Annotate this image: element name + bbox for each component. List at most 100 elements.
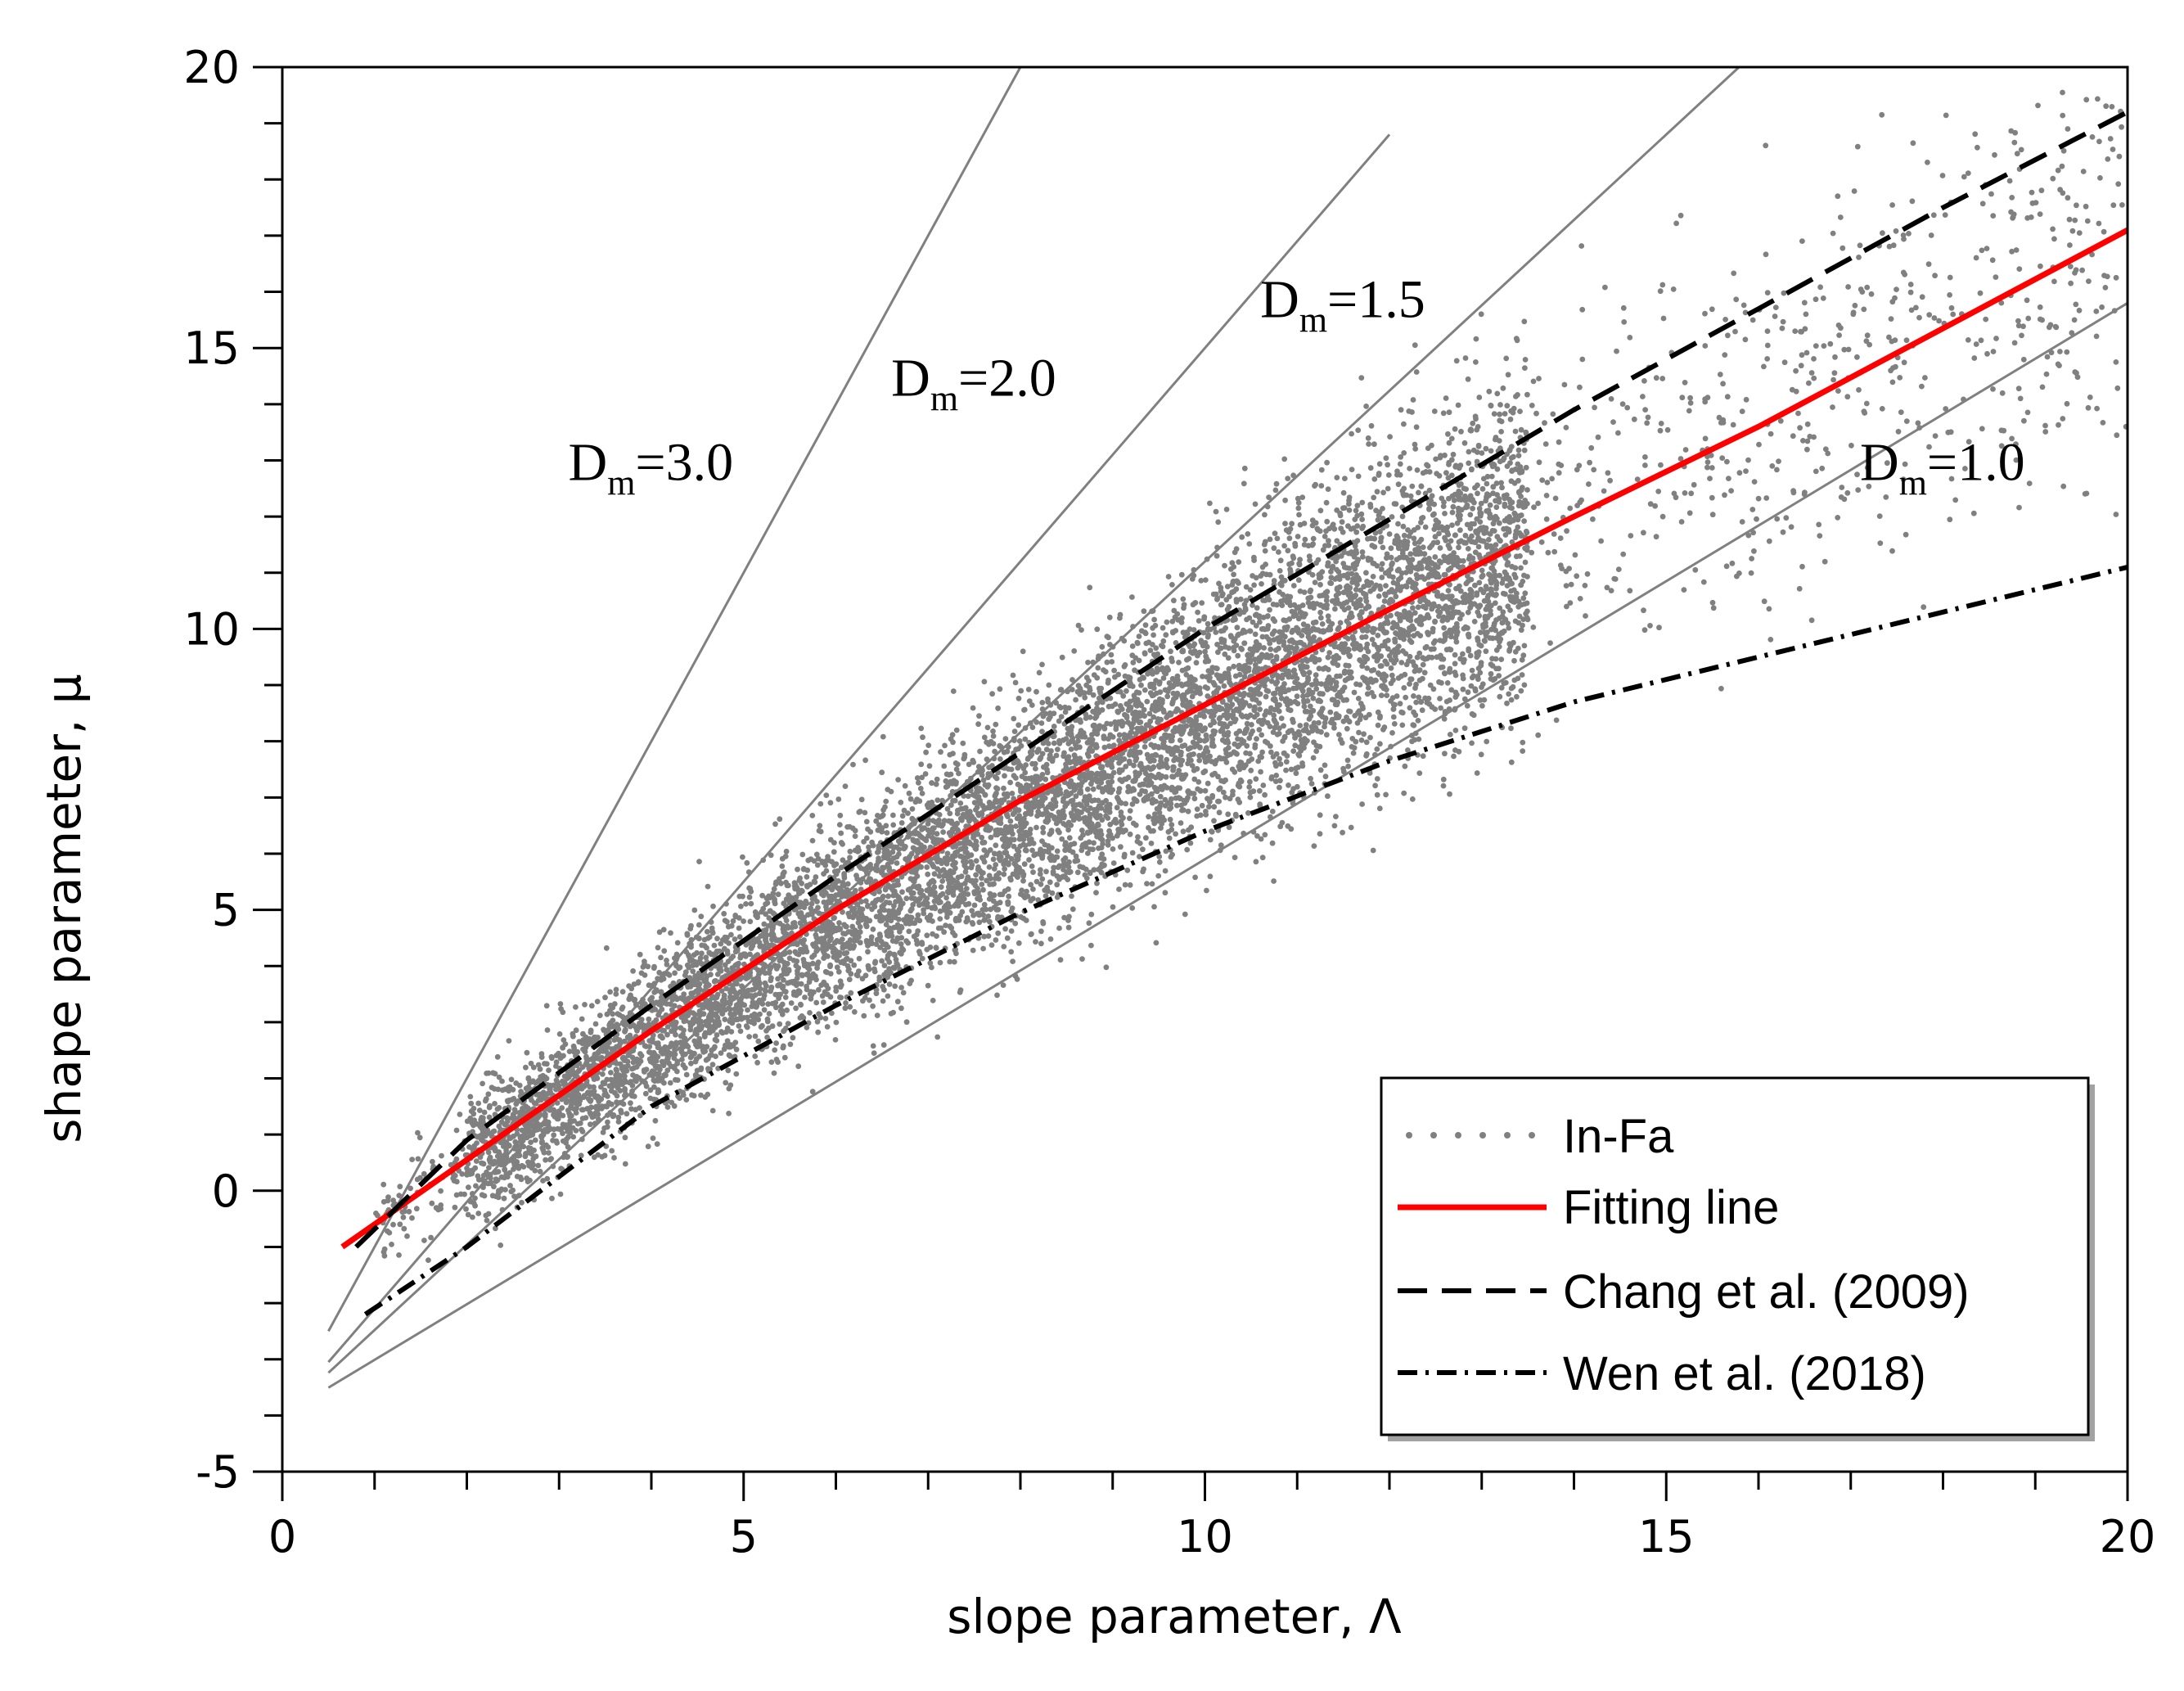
data-point: [2053, 324, 2060, 331]
data-point: [1116, 886, 1122, 892]
data-point: [1722, 317, 1729, 322]
data-point: [779, 863, 786, 869]
data-point: [1141, 866, 1146, 873]
data-point: [588, 1003, 595, 1009]
data-point: [892, 983, 898, 990]
data-point: [1375, 722, 1381, 728]
data-point: [1185, 808, 1191, 814]
data-point: [2016, 266, 2023, 272]
data-point: [498, 1242, 504, 1248]
data-point: [843, 1000, 849, 1006]
data-point: [790, 920, 796, 927]
data-point: [680, 1062, 687, 1068]
data-point: [1682, 447, 1689, 453]
data-point: [1169, 618, 1176, 625]
data-point: [1458, 428, 1464, 435]
data-point: [1993, 274, 1999, 280]
data-point: [1127, 882, 1133, 888]
data-point: [1926, 312, 1933, 318]
data-point: [650, 1135, 656, 1141]
data-point: [836, 822, 843, 827]
data-point: [1269, 809, 1276, 814]
data-point: [1022, 847, 1029, 854]
data-point: [1020, 877, 1026, 884]
data-point: [995, 930, 1002, 936]
data-point: [934, 797, 941, 803]
data-point: [688, 1060, 694, 1066]
data-point: [1355, 473, 1362, 480]
data-point: [862, 809, 868, 816]
data-point: [1709, 465, 1715, 471]
data-point: [2014, 151, 2020, 157]
data-point: [1233, 813, 1239, 819]
data-point: [1615, 430, 1621, 436]
data-point: [1283, 767, 1289, 773]
data-point: [2100, 420, 2106, 426]
data-point: [1337, 673, 1343, 679]
data-point: [1011, 843, 1017, 850]
data-point: [1751, 548, 1757, 554]
data-point: [1407, 681, 1412, 687]
data-point: [1397, 461, 1403, 467]
data-point: [1433, 517, 1439, 523]
data-point: [579, 1126, 584, 1133]
data-point: [642, 1090, 649, 1097]
data-point: [1151, 714, 1157, 720]
data-point: [1547, 640, 1553, 646]
data-point: [1764, 328, 1771, 334]
data-point: [1521, 682, 1528, 688]
data-point: [2083, 203, 2089, 210]
data-point: [1420, 753, 1426, 760]
data-point: [1422, 524, 1429, 530]
data-point: [1267, 724, 1273, 729]
data-point: [930, 998, 936, 1003]
data-point: [1232, 855, 1238, 860]
data-point: [937, 916, 943, 922]
data-point: [1235, 652, 1241, 659]
data-point: [1518, 627, 1524, 634]
data-point: [1641, 627, 1648, 634]
data-point: [1430, 686, 1437, 692]
data-point: [1160, 675, 1167, 681]
data-point: [1499, 620, 1506, 626]
data-point: [1583, 613, 1588, 619]
data-point: [1051, 724, 1057, 729]
data-point: [772, 821, 778, 827]
data-point: [1374, 746, 1380, 752]
data-point: [1290, 555, 1297, 561]
data-point: [1317, 615, 1324, 621]
data-point: [1498, 656, 1505, 662]
data-point: [941, 929, 947, 936]
data-point: [1469, 667, 1475, 674]
data-point: [1670, 286, 1677, 292]
data-point: [1346, 566, 1353, 571]
data-point: [833, 1019, 840, 1026]
data-point: [1103, 964, 1110, 971]
data-point: [1471, 601, 1478, 607]
data-point: [2083, 97, 2090, 103]
data-point: [1316, 571, 1322, 578]
data-point: [1801, 300, 1808, 306]
data-point: [457, 1112, 463, 1117]
data-point: [703, 954, 709, 961]
data-point: [988, 942, 995, 948]
data-point: [2020, 323, 2026, 330]
data-point: [1051, 740, 1057, 746]
data-point: [984, 805, 990, 811]
data-point: [1325, 793, 1331, 800]
data-point: [777, 1021, 783, 1027]
data-point: [579, 1016, 585, 1022]
data-point: [1180, 828, 1187, 835]
data-point: [874, 1012, 880, 1018]
data-point: [1702, 435, 1709, 442]
data-point: [1429, 493, 1435, 499]
data-point: [1363, 570, 1369, 576]
data-point: [1001, 944, 1007, 949]
data-point: [1464, 702, 1470, 709]
data-point: [1804, 438, 1811, 444]
data-point: [1906, 231, 1912, 237]
data-point: [1745, 457, 1751, 463]
data-point: [847, 1003, 853, 1010]
data-point: [1774, 467, 1780, 473]
